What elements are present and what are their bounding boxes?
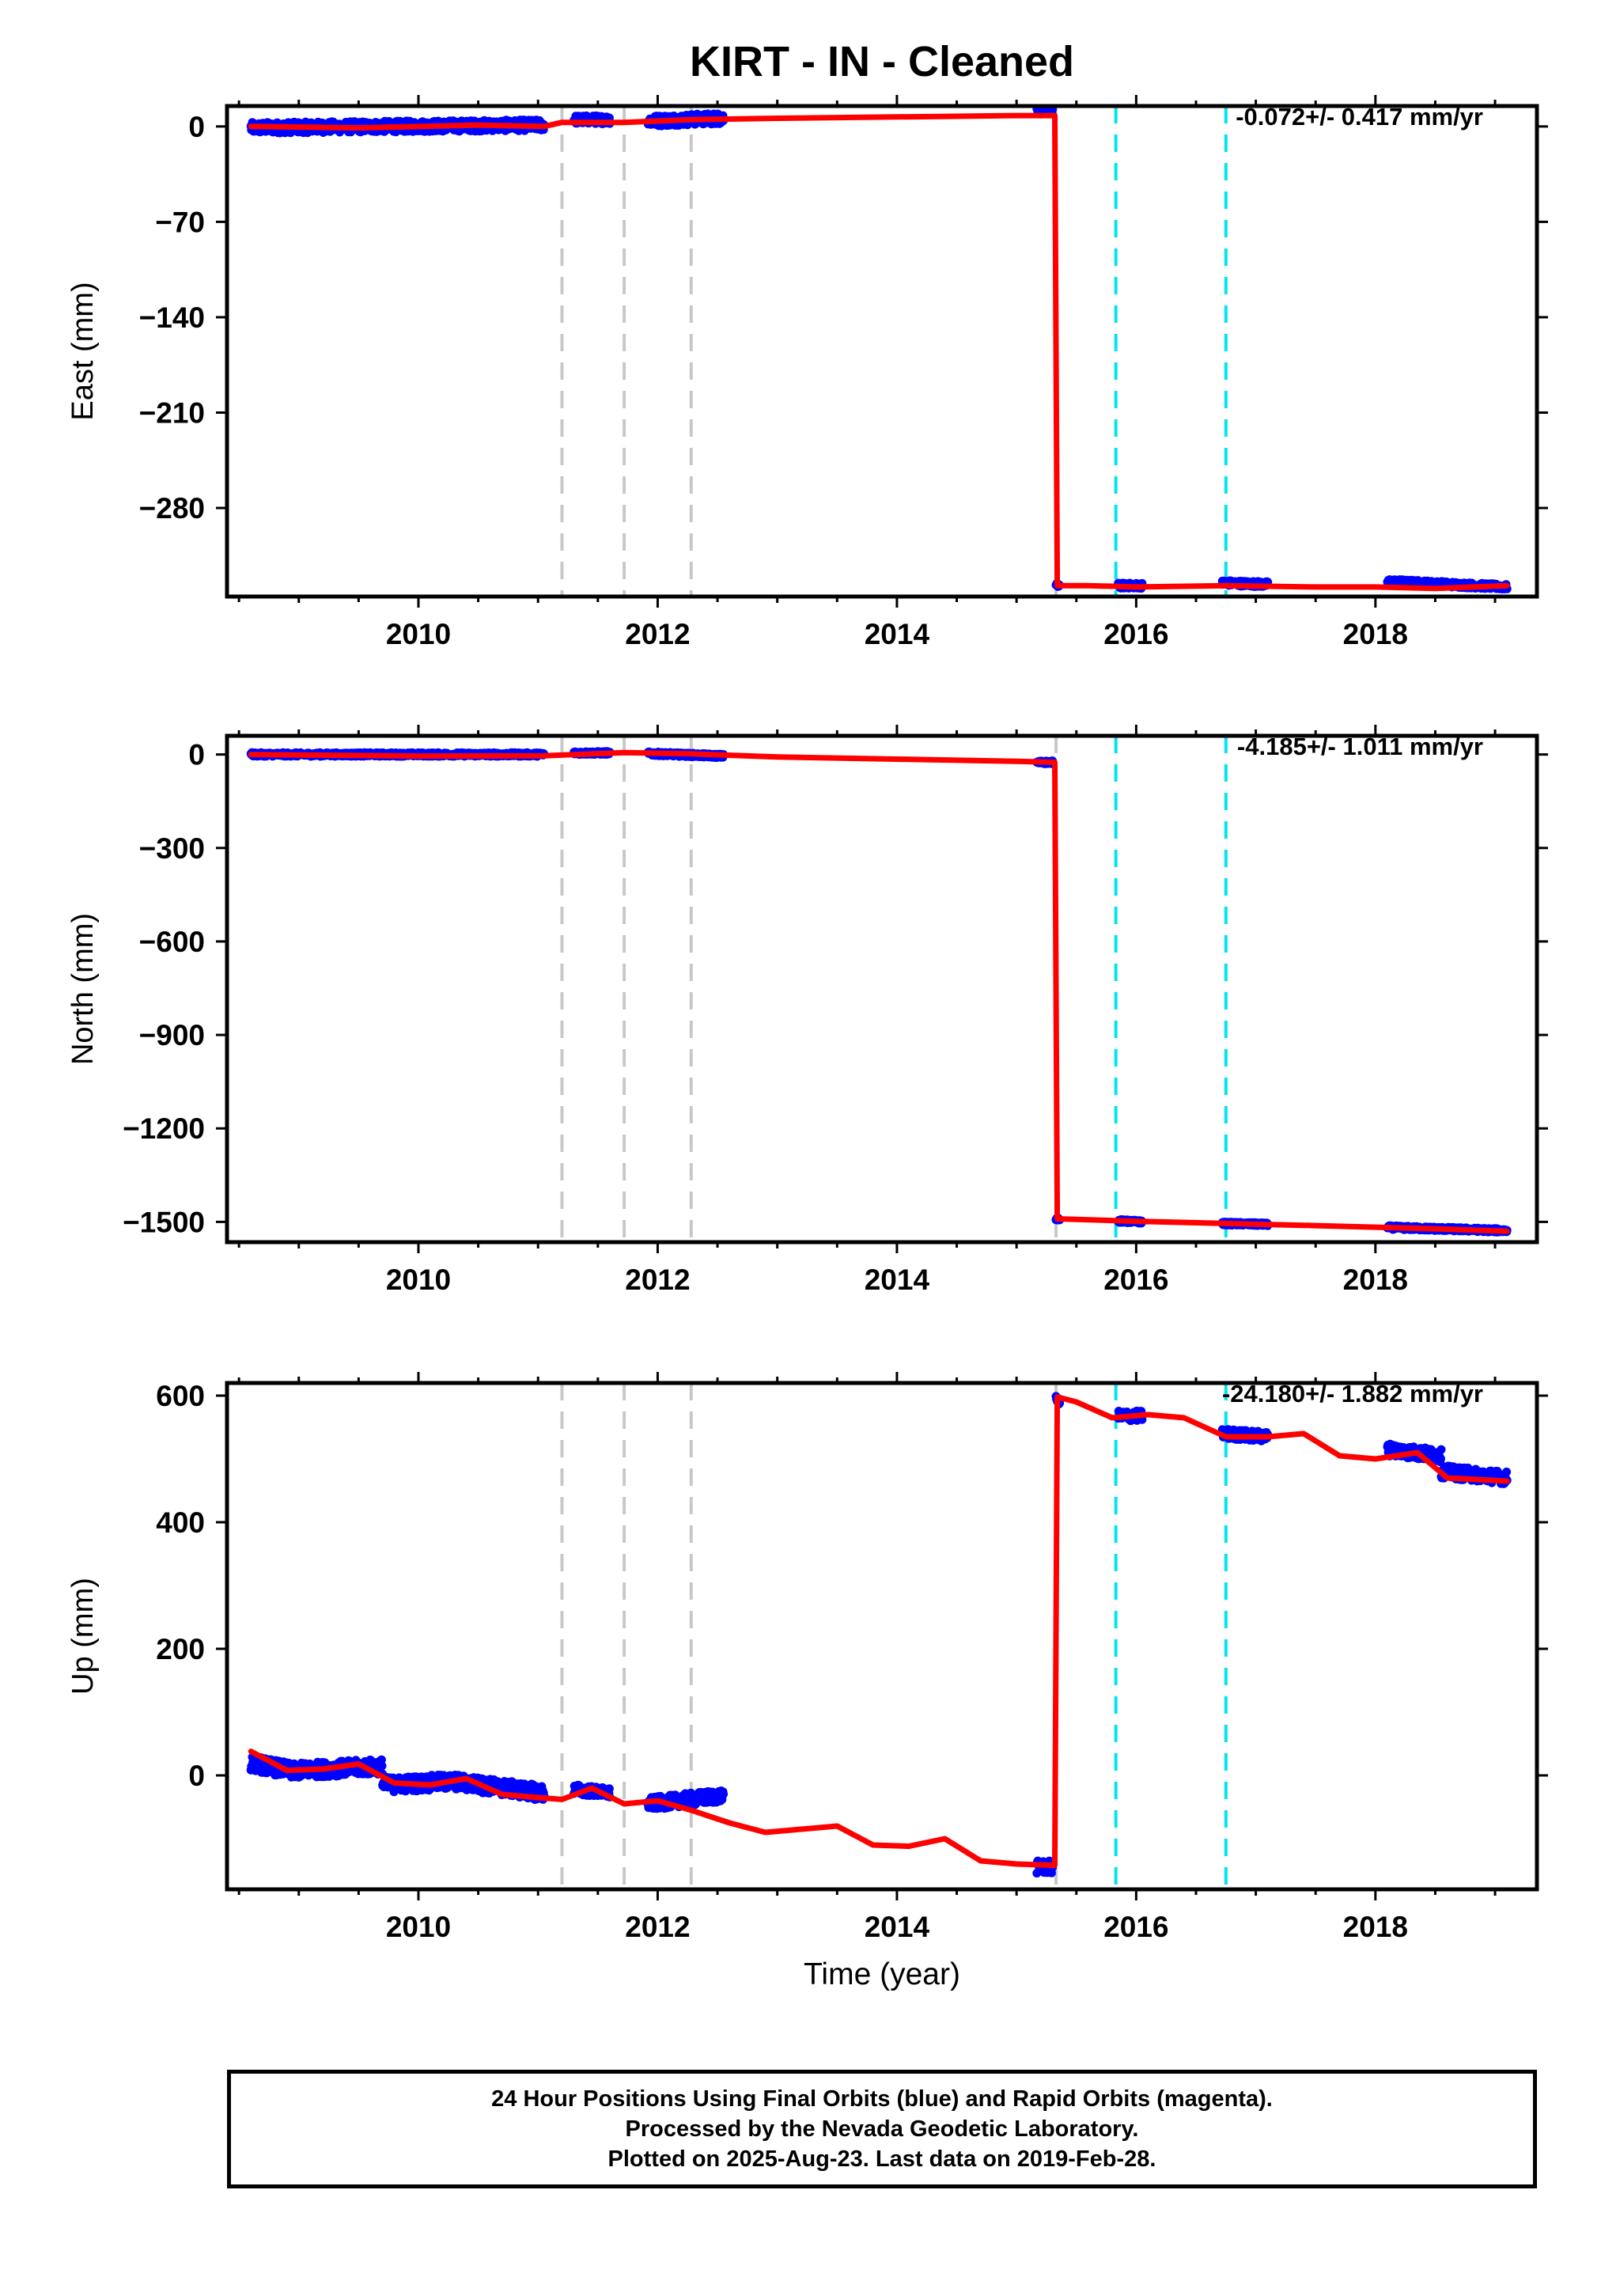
x-axis-label: Time (year) <box>804 1957 960 1991</box>
x-tick-label: 2012 <box>625 1911 690 1943</box>
observation-points <box>246 747 1512 1237</box>
y-axis-label: North (mm) <box>66 913 100 1065</box>
y-tick-label: −300 <box>139 832 205 865</box>
x-tick-label: 2012 <box>625 618 690 650</box>
y-tick-label: 0 <box>188 111 205 143</box>
y-tick-label: −210 <box>139 397 205 430</box>
x-tick-label: 2010 <box>386 1264 451 1296</box>
y-tick-label: −280 <box>139 492 205 525</box>
observation-point <box>604 1784 614 1794</box>
y-axis-label: East (mm) <box>66 282 100 420</box>
y-tick-label: 600 <box>156 1380 205 1412</box>
model-line <box>248 1394 1510 1869</box>
x-tick-label: 2016 <box>1103 1264 1168 1296</box>
rate-annotation: -24.180+/- 1.882 mm/yr <box>1222 1380 1483 1408</box>
plot-area <box>246 106 1512 597</box>
x-tick-label: 2014 <box>865 1911 930 1943</box>
y-tick-label: 200 <box>156 1633 205 1665</box>
x-tick-label: 2012 <box>625 1264 690 1296</box>
y-axis-label: Up (mm) <box>66 1578 100 1695</box>
plot-frame <box>225 733 1539 1245</box>
y-tick-label: −600 <box>139 926 205 958</box>
plot-area <box>246 1383 1512 1889</box>
plot-frame <box>225 104 1539 599</box>
x-tick-label: 2016 <box>1103 1911 1168 1943</box>
x-tick-label: 2010 <box>386 618 451 650</box>
observation-point <box>1436 1454 1445 1464</box>
rate-annotation: -0.072+/- 0.417 mm/yr <box>1236 103 1483 131</box>
y-tick-label: −70 <box>155 206 205 238</box>
y-tick-label: 0 <box>188 739 205 771</box>
panel-north: 2010 2012 2014 2016 2018 0 −300 −600 −900 −1200 −1… <box>66 725 1548 1296</box>
y-tick-label: −900 <box>139 1019 205 1051</box>
panel-up: 2010 2012 2014 2016 2018 600 400 200 0 Up (mm) -24… <box>66 1372 1548 1943</box>
footer-line-2: Processed by the Nevada Geodetic Laborat… <box>625 2116 1139 2142</box>
footer-line-3: Plotted on 2025-Aug-23. Last data on 201… <box>607 2146 1156 2172</box>
chart-title: KIRT - IN - Cleaned <box>690 38 1074 85</box>
y-tick-label: 0 <box>188 1760 205 1792</box>
panel-east: 2010 2012 2014 2016 2018 0 −70 −140 −210 −280 East… <box>66 95 1548 650</box>
footer-box: 24 Hour Positions Using Final Orbits (bl… <box>227 2070 1537 2188</box>
x-tick-label: 2010 <box>386 1911 451 1943</box>
observation-point <box>377 1761 387 1771</box>
model-line <box>248 112 1510 592</box>
observation-point <box>719 1790 729 1799</box>
x-tick-label: 2016 <box>1103 618 1168 650</box>
footer-line-1: 24 Hour Positions Using Final Orbits (bl… <box>491 2086 1273 2112</box>
x-tick-label: 2014 <box>865 1264 930 1296</box>
y-tick-label: −1200 <box>123 1112 205 1145</box>
observation-point <box>1436 1445 1446 1454</box>
model-line <box>248 749 1510 1234</box>
x-tick-label: 2018 <box>1343 1264 1408 1296</box>
x-tick-label: 2018 <box>1343 618 1408 650</box>
observation-points <box>246 1392 1512 1878</box>
x-tick-label: 2014 <box>865 618 930 650</box>
observation-point <box>1502 1467 1512 1476</box>
y-tick-label: 400 <box>156 1506 205 1539</box>
plot-frame <box>225 1381 1539 1892</box>
x-tick-label: 2018 <box>1343 1911 1408 1943</box>
y-tick-label: −1500 <box>123 1206 205 1238</box>
rate-annotation: -4.185+/- 1.011 mm/yr <box>1237 733 1483 760</box>
observation-points <box>246 106 1512 593</box>
y-tick-label: −140 <box>139 301 205 334</box>
plot-area <box>246 736 1512 1242</box>
